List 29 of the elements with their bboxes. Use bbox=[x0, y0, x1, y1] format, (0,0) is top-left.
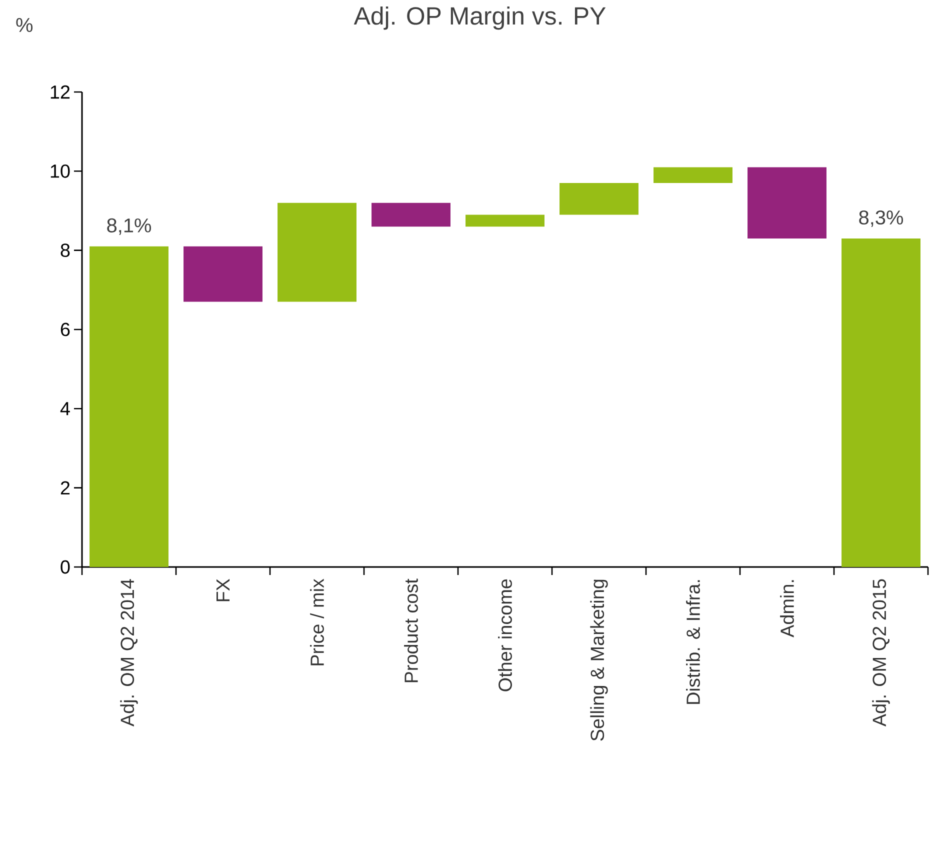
bar bbox=[372, 202, 450, 227]
bar bbox=[184, 246, 262, 302]
x-tick-label: Selling & Marketing bbox=[590, 580, 608, 741]
y-tick-label: 12 bbox=[50, 85, 70, 99]
bar bbox=[278, 202, 356, 302]
chart-title: Adj. OP Margin vs. PY bbox=[354, 6, 606, 30]
x-tick-label: Admin. bbox=[780, 580, 794, 638]
data-label: 8,3% bbox=[859, 210, 903, 227]
y-tick-label: 4 bbox=[60, 402, 70, 416]
x-tick-label: Adj. OM Q2 2015 bbox=[872, 579, 890, 726]
y-tick-label: 0 bbox=[60, 560, 70, 574]
bar bbox=[90, 246, 168, 567]
y-tick-label: 6 bbox=[60, 322, 70, 336]
x-tick-label: Product cost bbox=[404, 578, 418, 682]
x-tick-label: FX bbox=[216, 578, 230, 602]
y-tick-label: 8 bbox=[60, 244, 70, 258]
y-tick-label: 10 bbox=[50, 164, 70, 178]
bar bbox=[842, 238, 920, 567]
bar bbox=[748, 167, 826, 238]
y-tick-label: 2 bbox=[60, 481, 70, 494]
bar bbox=[560, 183, 638, 215]
bar bbox=[466, 214, 544, 227]
bar bbox=[654, 167, 732, 184]
x-tick-label: Price / mix bbox=[310, 578, 324, 666]
data-label: 8,1% bbox=[107, 218, 151, 235]
x-tick-label: Distrib. & Infra. bbox=[686, 580, 700, 704]
y-axis-title: % bbox=[16, 18, 33, 32]
x-tick-label: Adj. OM Q2 2014 bbox=[120, 579, 138, 726]
x-tick-label: Other income bbox=[498, 579, 512, 692]
